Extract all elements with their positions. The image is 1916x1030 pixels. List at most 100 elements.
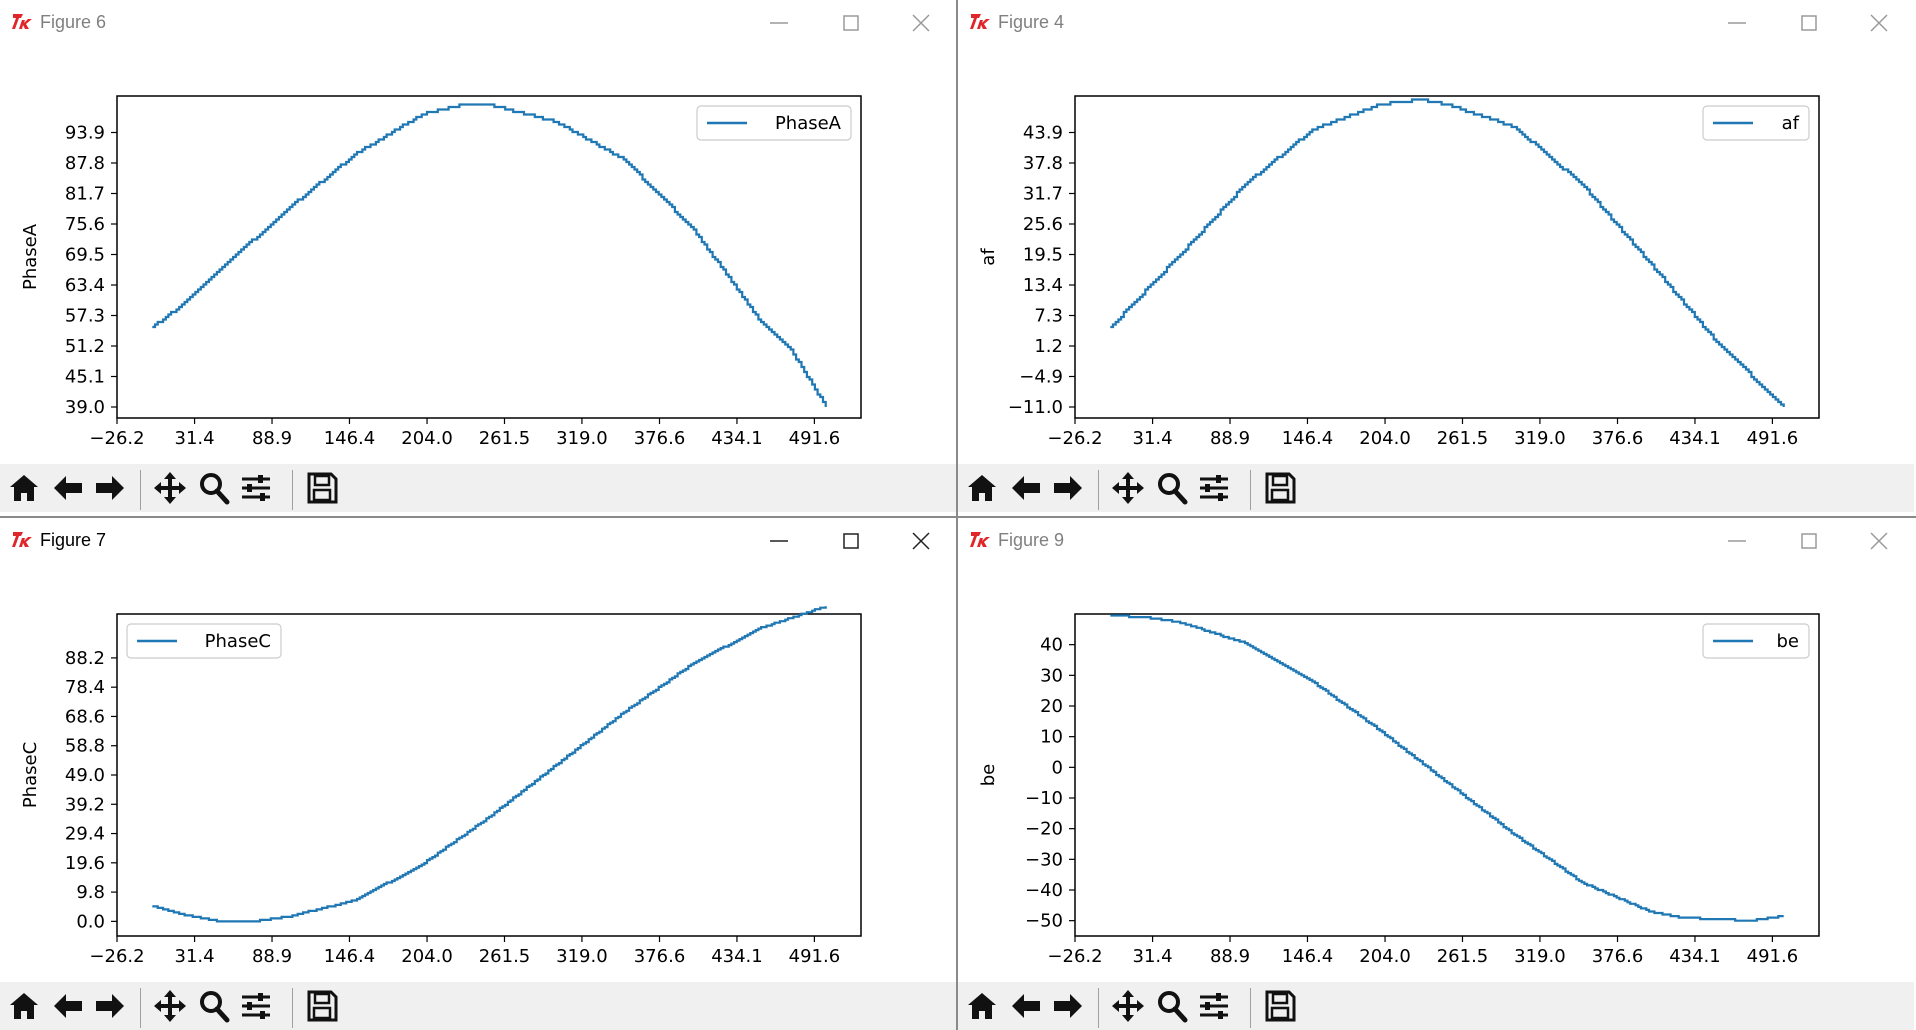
close-icon[interactable] — [906, 526, 936, 556]
close-icon[interactable] — [1864, 8, 1894, 38]
x-tick-label: 376.6 — [1592, 428, 1644, 449]
y-tick-label: 40 — [1040, 635, 1063, 656]
toolbar-separator — [1098, 988, 1099, 1028]
maximize-icon[interactable] — [1794, 8, 1824, 38]
navigation-toolbar — [958, 982, 1914, 1030]
x-tick-label: 146.4 — [324, 428, 376, 449]
y-tick-label: 13.4 — [1023, 275, 1063, 296]
minimize-icon[interactable] — [764, 8, 794, 38]
save-button[interactable] — [302, 470, 342, 510]
back-arrow-button[interactable] — [48, 988, 88, 1028]
save-button[interactable] — [1260, 470, 1300, 510]
x-tick-label: 146.4 — [1282, 946, 1334, 967]
configure-subplots-button[interactable] — [1194, 988, 1234, 1028]
chart-canvas[interactable]: −26.2 31.4 88.9 146.4 204.0 261.5 319.0 376.6 43… — [958, 564, 1914, 982]
y-tick-label: 75.6 — [65, 214, 105, 235]
y-tick-label: 37.8 — [1023, 153, 1063, 174]
zoom-icon — [1154, 470, 1190, 510]
forward-arrow-icon — [92, 470, 128, 510]
title-bar[interactable]: Figure 4 — [958, 0, 1914, 46]
maximize-icon[interactable] — [1794, 526, 1824, 556]
x-tick-label: 88.9 — [252, 428, 292, 449]
x-tick-label: 204.0 — [1359, 946, 1411, 967]
zoom-button[interactable] — [194, 988, 234, 1028]
x-tick-label: 146.4 — [324, 946, 376, 967]
close-icon[interactable] — [906, 8, 936, 38]
y-tick-label: 39.2 — [65, 794, 105, 815]
x-tick-label: 376.6 — [634, 946, 686, 967]
x-tick-label: 319.0 — [556, 946, 608, 967]
y-tick-label: 93.9 — [65, 123, 105, 144]
save-icon — [304, 988, 340, 1028]
home-button[interactable] — [962, 470, 1002, 510]
x-tick-label: 261.5 — [479, 946, 531, 967]
y-tick-label: −20 — [1025, 819, 1063, 840]
back-arrow-button[interactable] — [48, 470, 88, 510]
back-arrow-icon — [50, 470, 86, 510]
title-bar[interactable]: Figure 6 — [0, 0, 956, 46]
forward-arrow-button[interactable] — [90, 988, 130, 1028]
y-tick-label: 63.4 — [65, 275, 105, 296]
minimize-icon[interactable] — [764, 526, 794, 556]
y-tick-label: 25.6 — [1023, 214, 1063, 235]
forward-arrow-button[interactable] — [1048, 470, 1088, 510]
x-tick-label: 434.1 — [711, 428, 763, 449]
maximize-icon[interactable] — [836, 526, 866, 556]
home-icon — [6, 470, 42, 510]
maximize-icon[interactable] — [836, 8, 866, 38]
forward-arrow-button[interactable] — [90, 470, 130, 510]
pan-button[interactable] — [1108, 988, 1148, 1028]
title-bar[interactable]: Figure 9 — [958, 518, 1914, 564]
x-tick-label: 31.4 — [175, 946, 215, 967]
configure-subplots-icon — [1196, 470, 1232, 510]
x-tick-label: 434.1 — [1669, 946, 1721, 967]
y-tick-label: 20 — [1040, 696, 1063, 717]
x-tick-label: 491.6 — [789, 428, 841, 449]
pan-button[interactable] — [150, 470, 190, 510]
zoom-button[interactable] — [1152, 988, 1192, 1028]
zoom-button[interactable] — [194, 470, 234, 510]
x-tick-label: −26.2 — [1047, 946, 1102, 967]
y-axis-label: PhaseC — [20, 742, 41, 808]
figure-window: Figure 4 −26.2 31.4 88.9 146.4 204.0 261.5 319.… — [958, 0, 1914, 512]
chart-canvas[interactable]: −26.2 31.4 88.9 146.4 204.0 261.5 319.0 376.6 43… — [958, 46, 1914, 464]
forward-arrow-icon — [1050, 988, 1086, 1028]
save-button[interactable] — [302, 988, 342, 1028]
back-arrow-button[interactable] — [1006, 988, 1046, 1028]
navigation-toolbar — [0, 464, 956, 512]
close-icon[interactable] — [1864, 526, 1894, 556]
toolbar-separator — [1250, 988, 1251, 1028]
x-tick-label: 88.9 — [252, 946, 292, 967]
minimize-icon[interactable] — [1722, 526, 1752, 556]
pan-button[interactable] — [150, 988, 190, 1028]
y-tick-label: −11.0 — [1008, 397, 1063, 418]
configure-subplots-button[interactable] — [1194, 470, 1234, 510]
minimize-icon[interactable] — [1722, 8, 1752, 38]
home-icon — [964, 988, 1000, 1028]
zoom-button[interactable] — [1152, 470, 1192, 510]
chart-canvas[interactable]: −26.2 31.4 88.9 146.4 204.0 261.5 319.0 376.6 43… — [0, 46, 956, 464]
x-tick-label: 319.0 — [1514, 428, 1566, 449]
pan-button[interactable] — [1108, 470, 1148, 510]
chart-canvas[interactable]: −26.2 31.4 88.9 146.4 204.0 261.5 319.0 376.6 43… — [0, 564, 956, 982]
title-bar[interactable]: Figure 7 — [0, 518, 956, 564]
home-icon — [6, 988, 42, 1028]
y-tick-label: 51.2 — [65, 336, 105, 357]
home-button[interactable] — [962, 988, 1002, 1028]
x-tick-label: 261.5 — [1437, 428, 1489, 449]
plot-frame — [116, 613, 862, 937]
forward-arrow-icon — [1050, 470, 1086, 510]
home-button[interactable] — [4, 988, 44, 1028]
forward-arrow-button[interactable] — [1048, 988, 1088, 1028]
tk-logo-icon — [968, 10, 992, 32]
save-button[interactable] — [1260, 988, 1300, 1028]
configure-subplots-button[interactable] — [236, 988, 276, 1028]
configure-subplots-button[interactable] — [236, 470, 276, 510]
plot-frame — [1074, 613, 1820, 937]
legend-label: PhaseC — [205, 631, 271, 652]
back-arrow-button[interactable] — [1006, 470, 1046, 510]
x-tick-label: 376.6 — [634, 428, 686, 449]
home-button[interactable] — [4, 470, 44, 510]
y-tick-label: −50 — [1025, 911, 1063, 932]
x-tick-label: 376.6 — [1592, 946, 1644, 967]
